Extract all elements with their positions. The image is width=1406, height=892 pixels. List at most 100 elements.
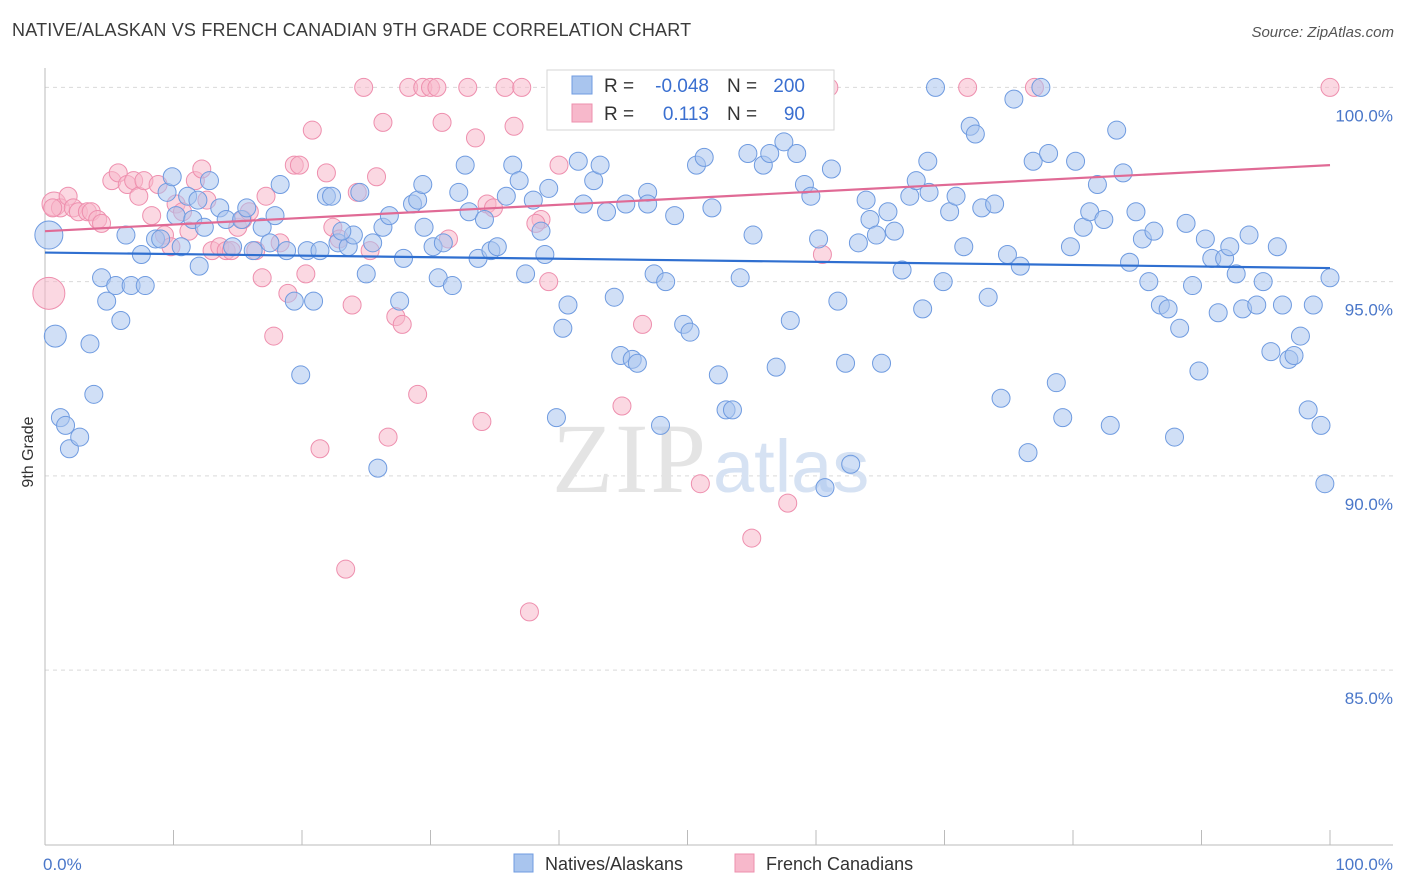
natives-alaskans-point <box>1290 326 1310 346</box>
stats-r-label-pink: R = <box>604 104 634 125</box>
natives-alaskans-point <box>656 272 676 292</box>
natives-alaskans-point <box>394 248 414 268</box>
natives-alaskans-point <box>1018 443 1038 463</box>
series-legend: Natives/Alaskans French Canadians <box>513 853 913 874</box>
french-canadians-point <box>1320 77 1340 97</box>
french-canadians-point <box>378 427 398 447</box>
y-tick-label: 100.0% <box>1335 106 1393 125</box>
natives-alaskans-point <box>568 151 588 171</box>
french-canadians-point <box>612 396 632 416</box>
natives-alaskans-point <box>487 237 507 257</box>
natives-alaskans-point <box>243 241 263 261</box>
natives-alaskans-point <box>332 221 352 241</box>
natives-alaskans-point <box>933 272 953 292</box>
natives-alaskans-point <box>270 175 290 195</box>
natives-alaskans-point <box>918 151 938 171</box>
natives-alaskans-point <box>284 291 304 311</box>
natives-alaskans-point <box>1226 264 1246 284</box>
trend-lines <box>44 164 1331 270</box>
natives-alaskans-point <box>1298 400 1318 420</box>
x-ticks <box>44 830 1331 845</box>
french-canadians-point <box>408 384 428 404</box>
french-canadians-point <box>336 559 356 579</box>
natives-alaskans-point <box>1303 295 1323 315</box>
natives-alaskans-point <box>414 217 434 237</box>
french-canadians-point <box>427 77 447 97</box>
natives-alaskans-point <box>787 143 807 163</box>
french-canadians-point <box>465 128 485 148</box>
natives-alaskans-point <box>558 295 578 315</box>
y-tick-labels: 85.0% 90.0% 95.0% 100.0% <box>1335 106 1393 708</box>
natives-alaskans-point <box>892 260 912 280</box>
natives-alaskans-point <box>304 291 324 311</box>
natives-alaskans-point <box>978 287 998 307</box>
series-legend-blue-swatch <box>513 853 534 873</box>
natives-alaskans-point <box>1094 210 1114 230</box>
natives-alaskans-point <box>1284 345 1304 365</box>
natives-alaskans-point <box>680 322 700 342</box>
source-credit: Source: ZipAtlas.com <box>1251 24 1394 41</box>
natives-alaskans-point <box>743 225 763 245</box>
natives-alaskans-point <box>277 241 297 261</box>
french-canadians-point <box>373 112 393 132</box>
natives-alaskans-point <box>1183 276 1203 296</box>
y-tick-label: 95.0% <box>1345 301 1393 320</box>
natives-alaskans-point <box>189 256 209 276</box>
natives-alaskans-point <box>1113 163 1133 183</box>
french-canadians-point <box>32 276 66 310</box>
natives-alaskans-point <box>1060 237 1080 257</box>
natives-alaskans-point <box>43 324 67 348</box>
natives-alaskans-point <box>730 268 750 288</box>
natives-alaskans-point <box>965 124 985 144</box>
natives-alaskans-point <box>1165 427 1185 447</box>
natives-alaskans-point <box>1195 229 1215 249</box>
natives-alaskans-point <box>1320 268 1340 288</box>
natives-alaskans-point <box>496 186 516 206</box>
natives-alaskans-point <box>442 276 462 296</box>
natives-alaskans-point <box>1261 342 1281 362</box>
natives-alaskans-point <box>836 353 856 373</box>
natives-alaskans-point <box>1272 295 1292 315</box>
natives-alaskans-point <box>194 217 214 237</box>
natives-alaskans-point <box>1220 237 1240 257</box>
natives-alaskans-point <box>80 334 100 354</box>
natives-alaskans-point <box>390 291 410 311</box>
natives-alaskans-point <box>97 291 117 311</box>
natives-alaskans-point <box>433 233 453 253</box>
natives-alaskans-point <box>171 237 191 257</box>
natives-alaskans-point <box>821 159 841 179</box>
natives-alaskans-point <box>1170 318 1190 338</box>
natives-alaskans-point <box>722 400 742 420</box>
natives-alaskans-point <box>291 365 311 385</box>
natives-alaskans-point <box>356 264 376 284</box>
french-canadians-point <box>43 198 63 218</box>
natives-alaskans-point <box>604 287 624 307</box>
y-tick-label: 85.0% <box>1345 689 1393 708</box>
french-canadians-point <box>142 206 162 226</box>
french-canadians-point <box>92 213 112 233</box>
natives-alaskans-point <box>1126 202 1146 222</box>
natives-alaskans-point <box>926 77 946 97</box>
natives-alaskans-point <box>135 276 155 296</box>
natives-alaskans-point <box>252 217 272 237</box>
natives-alaskans-point <box>1031 77 1051 97</box>
watermark-zip: ZIP <box>552 403 708 514</box>
french-canadians-point <box>289 155 309 175</box>
french-canadians-point <box>958 77 978 97</box>
natives-alaskans-point <box>1039 143 1059 163</box>
natives-alaskans-point <box>616 194 636 214</box>
natives-alaskans-point <box>1010 256 1030 276</box>
natives-alaskans-point <box>848 233 868 253</box>
natives-alaskans-point <box>1158 299 1178 319</box>
natives-alaskans-point <box>878 202 898 222</box>
natives-alaskans-point <box>954 237 974 257</box>
natives-alaskans-point <box>694 147 714 167</box>
natives-alaskans-point <box>1004 89 1024 109</box>
natives-alaskans-point <box>866 225 886 245</box>
natives-alaskans-point <box>70 427 90 447</box>
natives-alaskans-point <box>946 186 966 206</box>
french-canadians-point <box>264 326 284 346</box>
natives-alaskans-point <box>116 225 136 245</box>
french-canadians-point <box>296 264 316 284</box>
